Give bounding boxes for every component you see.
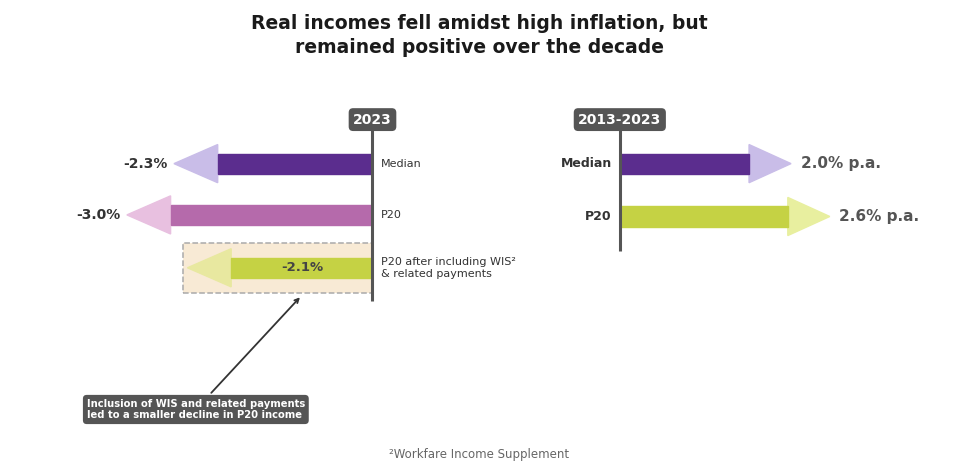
Text: Median: Median — [560, 157, 612, 170]
FancyBboxPatch shape — [183, 243, 372, 293]
Bar — [231, 258, 372, 278]
Bar — [620, 206, 787, 227]
Text: 2023: 2023 — [353, 113, 392, 126]
Text: 2.6% p.a.: 2.6% p.a. — [839, 209, 920, 224]
Polygon shape — [749, 145, 791, 183]
Text: -2.3%: -2.3% — [123, 157, 167, 171]
Text: -3.0%: -3.0% — [76, 208, 120, 222]
Text: 2013-2023: 2013-2023 — [578, 113, 662, 126]
Text: -2.1%: -2.1% — [281, 261, 323, 274]
Bar — [620, 154, 749, 173]
Text: P20: P20 — [381, 210, 402, 220]
Polygon shape — [127, 196, 171, 234]
Text: Real incomes fell amidst high inflation, but
remained positive over the decade: Real incomes fell amidst high inflation,… — [251, 14, 708, 57]
Polygon shape — [174, 145, 218, 183]
Text: 2.0% p.a.: 2.0% p.a. — [801, 156, 880, 171]
Bar — [218, 154, 372, 173]
Polygon shape — [787, 197, 830, 235]
Text: P20 after including WIS²
& related payments: P20 after including WIS² & related payme… — [381, 257, 516, 279]
Polygon shape — [187, 249, 231, 287]
Text: ²Workfare Income Supplement: ²Workfare Income Supplement — [389, 447, 570, 461]
Text: P20: P20 — [585, 210, 612, 223]
Text: Inclusion of WIS and related payments
led to a smaller decline in P20 income: Inclusion of WIS and related payments le… — [86, 299, 305, 420]
Text: Median: Median — [381, 158, 422, 169]
Bar — [171, 205, 372, 225]
